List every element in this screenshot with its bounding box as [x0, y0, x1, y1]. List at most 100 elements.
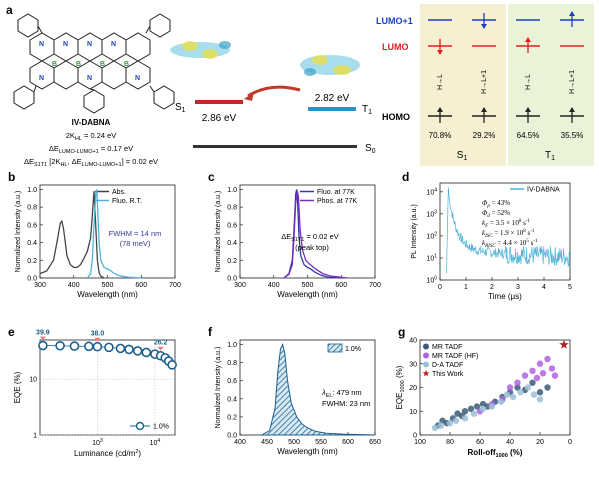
annotation-lambda-sub: EL: [326, 393, 333, 399]
scatter-point-0: [514, 384, 521, 391]
y-tick-label: 0.2: [27, 258, 37, 265]
scatter-point-2: [503, 391, 511, 398]
legend-label: D-A TADF: [432, 362, 463, 369]
legend-label: MR TADF (HF): [432, 353, 478, 360]
scatter-point-2: [479, 405, 487, 413]
transition-percent: 29.2%: [473, 131, 496, 140]
transition-label: H→L+1: [569, 70, 576, 94]
legend-swatch: [423, 352, 429, 359]
y-tick-exp: 0: [434, 276, 437, 282]
scatter-point-2: [437, 422, 445, 429]
excited-electron-arrow-head: [569, 11, 575, 16]
legend-swatch: [423, 343, 429, 350]
t1-label: T1: [362, 104, 372, 116]
x-label-main: Luminance (cd/m: [74, 449, 136, 458]
x-axis-label: Wavelength (nm): [277, 447, 338, 456]
panel-letter: f: [208, 325, 213, 339]
series-line-1: [86, 189, 142, 279]
y-axis-label: Normalized Intensity (a.u.): [215, 191, 222, 273]
legend-label: 1.0%: [153, 424, 169, 431]
annotation-lambda-symbol: λ: [321, 388, 326, 397]
t1-box: [508, 4, 594, 166]
y-tick-label: 40: [409, 338, 417, 345]
eqe-marker: [39, 336, 46, 341]
param-value: = 4.4 × 10: [496, 239, 527, 247]
svg-text:N: N: [135, 75, 140, 82]
x-tick-label: 300: [34, 282, 46, 289]
panel-a-letter: a: [6, 3, 13, 17]
eqe-value-label: 39.9: [36, 330, 50, 337]
svg-text:N: N: [63, 41, 68, 48]
transition-percent: 35.5%: [561, 131, 584, 140]
panel-c: c 300 400 500 600 700 0.0 0.2 0.4 0.6 0.8 1.0 Wavele…: [208, 170, 381, 299]
risc-arrow-head: [244, 92, 254, 101]
x-label-end: (%): [508, 448, 523, 457]
x-label-sup: 2: [135, 449, 138, 455]
t1-level-bar: [308, 107, 356, 111]
scatter-point-1: [533, 374, 541, 382]
annotation-lambda-value: : 479 nm: [332, 388, 361, 397]
x-tick-label: 0: [438, 284, 442, 291]
x-tick-base: 10: [92, 440, 100, 447]
molecule-heteroatoms: N N N N B B B B N N N: [39, 41, 140, 82]
y-tick-label: 0.8: [227, 205, 237, 212]
legend-label: This Work: [432, 371, 464, 378]
panel-b: b 300 400 500 600 700 0.0 0.2 0.4 0.6 0.8 1.0 Wavele…: [8, 170, 181, 299]
t1-energy: 2.82 eV: [315, 93, 350, 104]
legend-swatch: [423, 361, 429, 368]
x-tick-label: 600: [342, 439, 354, 446]
x-tick-base: 10: [150, 440, 158, 447]
param-value: = 52%: [490, 209, 510, 217]
y-tick-label: 0.2: [227, 258, 237, 265]
s0-level-bar: [193, 145, 357, 148]
homo-label: HOMO: [382, 112, 410, 122]
x-tick-label: 400: [268, 282, 280, 289]
y-tick-exp: 3: [434, 209, 437, 215]
eqe-point: [38, 340, 48, 351]
x-tick-label: 400: [234, 439, 246, 446]
x-tick-label: 1: [464, 284, 468, 291]
y-tick-label: 1.0: [27, 187, 37, 194]
param-unit: s: [521, 219, 526, 227]
y-tick-base: 10: [426, 233, 434, 240]
y-tick-label: 30: [409, 361, 417, 368]
lumo-label: LUMO: [382, 42, 409, 52]
x-axis-label: Wavelength (nm): [77, 290, 138, 299]
s1-orbital-image: [170, 41, 231, 59]
param-sub: F: [484, 224, 489, 229]
x-tick-label: 5: [568, 284, 572, 291]
param-sup: 8: [523, 229, 526, 234]
x-tick-label: 4: [542, 284, 546, 291]
scatter-point-0: [473, 403, 481, 410]
s1-label: S1: [175, 102, 186, 114]
y-tick-label: 1: [33, 433, 37, 440]
legend-label: Fluo. at 77K: [317, 189, 355, 196]
x-tick-label: 600: [135, 282, 147, 289]
scatter-point-1: [551, 372, 559, 379]
x-tick-label: 550: [315, 439, 327, 446]
y-tick-label: 0.4: [227, 240, 237, 247]
param-2khl: 2KHL = 0.24 eV: [66, 131, 117, 142]
param-sub: d: [487, 214, 490, 219]
mo-levels: [428, 11, 584, 123]
y-axis-label: Normalized Intensity (a.u.): [215, 347, 222, 429]
eqe-point: [141, 347, 152, 358]
x-tick-label: 300: [234, 282, 246, 289]
x-tick-label: 100: [414, 439, 426, 446]
scatter-point-0: [544, 384, 551, 391]
panel-f: f 400 450 500 550 600 650 0.0 0.2 0.4 0.6 0.8 1.0 Wav…: [208, 325, 381, 456]
panel-letter: c: [208, 170, 215, 184]
param-symbol: k: [482, 239, 486, 247]
legend-label: Abs.: [112, 189, 126, 196]
annotation-mev: (78 meV): [120, 239, 151, 248]
param-symbol: k: [482, 229, 486, 237]
y-tick-base: 10: [426, 255, 434, 262]
y-tick-exp: 4: [434, 187, 437, 193]
legend-label: Phos. at 77K: [317, 198, 357, 205]
eqe-value-label: 38.0: [91, 331, 105, 338]
eqe-point: [55, 340, 65, 351]
panel-letter: d: [402, 170, 409, 184]
scatter-point-1: [548, 365, 556, 372]
